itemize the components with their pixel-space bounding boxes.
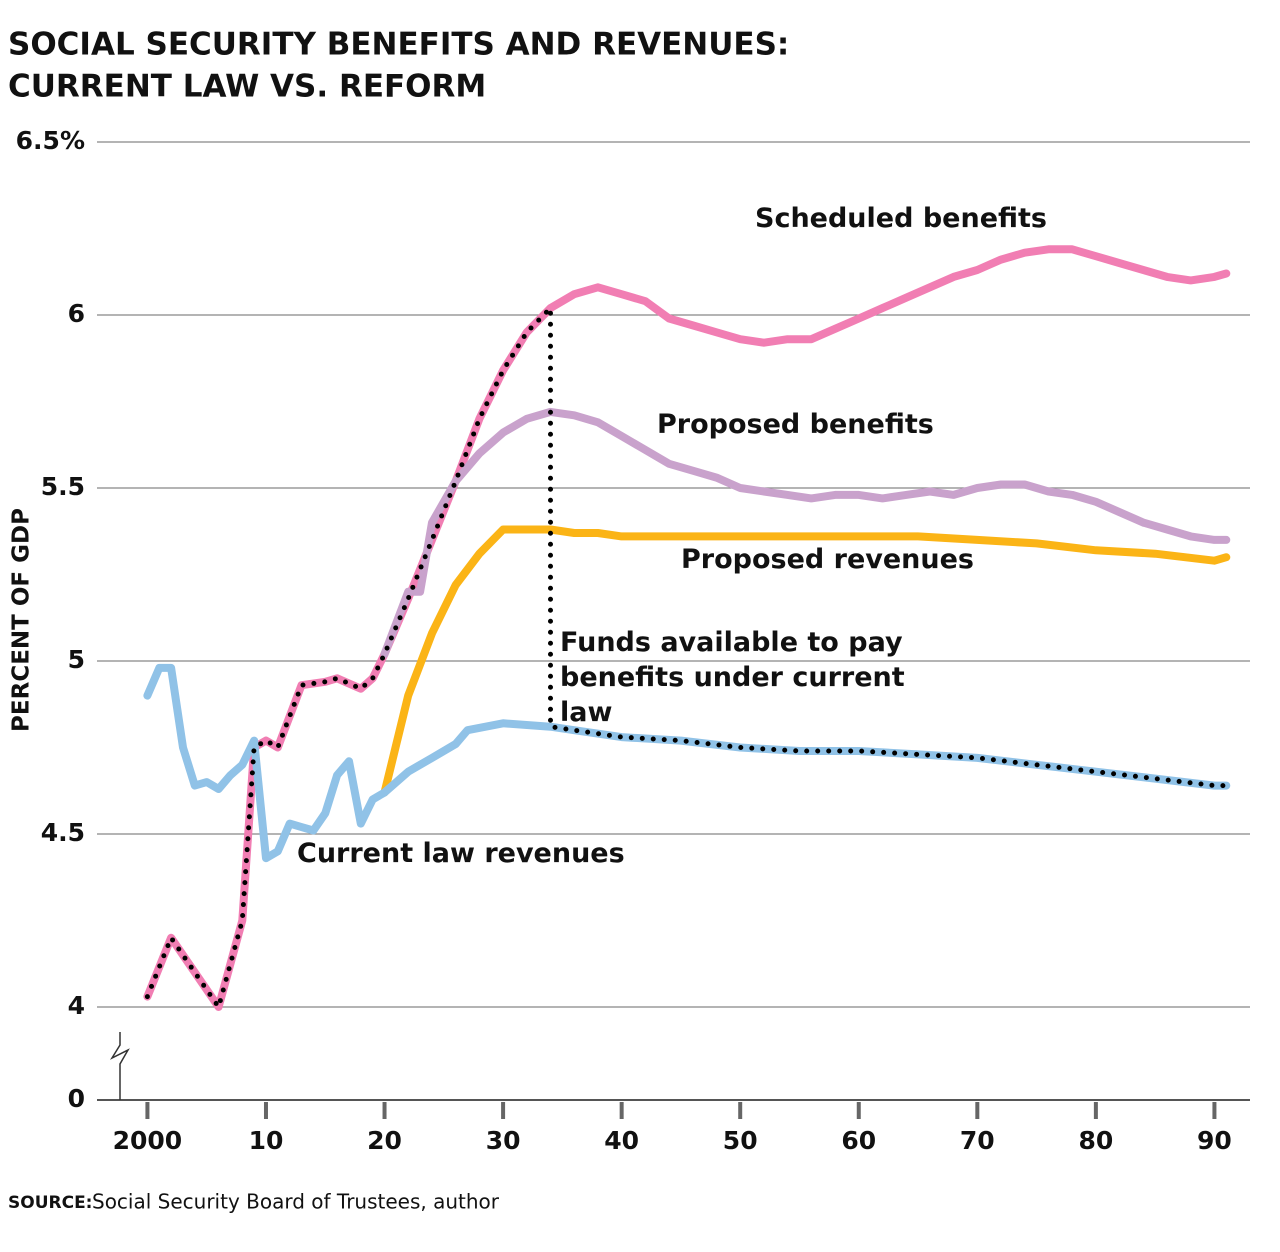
x-tick-label: 80 — [1078, 1126, 1113, 1155]
y-tick-label: 4.5 — [41, 818, 85, 847]
x-tick-label: 30 — [486, 1126, 521, 1155]
series-label: Funds available to pay benefits under cu… — [560, 627, 905, 728]
series-label: Current law revenues — [297, 838, 625, 869]
series-label: Proposed revenues — [681, 544, 975, 575]
y-tick-label: 0 — [68, 1084, 85, 1113]
x-tick-label: 20 — [367, 1126, 402, 1155]
series-label: Scheduled benefits — [755, 203, 1047, 234]
plot-area — [143, 245, 1231, 1011]
x-tick-label: 90 — [1197, 1126, 1232, 1155]
grid: 0 4 4.5 5 5.5 6 6.5% 2000 10 20 30 40 50 60 70 80 90 — [16, 126, 1250, 1155]
y-axis-label: PERCENT OF GDP — [9, 508, 35, 732]
x-tick-label: 2000 — [113, 1126, 183, 1155]
source-label: SOURCE: — [8, 1193, 92, 1213]
chart-title: SOCIAL SECURITY BENEFITS AND REVENUES: — [8, 27, 789, 63]
y-tick-label: 6.5% — [16, 126, 85, 155]
x-tick-label: 60 — [841, 1126, 876, 1155]
dotted-line — [144, 305, 1229, 1010]
x-tick-label: 40 — [604, 1126, 639, 1155]
y-tick-label: 5 — [68, 645, 85, 674]
series-line — [143, 663, 1231, 863]
x-tick-label: 50 — [723, 1126, 758, 1155]
series-label: Proposed benefits — [657, 409, 934, 440]
y-tick-label: 6 — [68, 299, 85, 328]
y-tick-label: 5.5 — [41, 472, 85, 501]
y-tick-label: 4 — [68, 991, 85, 1020]
source: Social Security Board of Trustees, autho… — [92, 1190, 500, 1214]
series-line — [380, 407, 1231, 659]
x-tick-label: 70 — [960, 1126, 995, 1155]
series-line — [380, 525, 1231, 797]
axis-break — [109, 1032, 130, 1100]
chart-subtitle: CURRENT LAW VS. REFORM — [8, 69, 486, 105]
series-line — [143, 245, 1231, 1011]
x-tick-label: 10 — [249, 1126, 284, 1155]
